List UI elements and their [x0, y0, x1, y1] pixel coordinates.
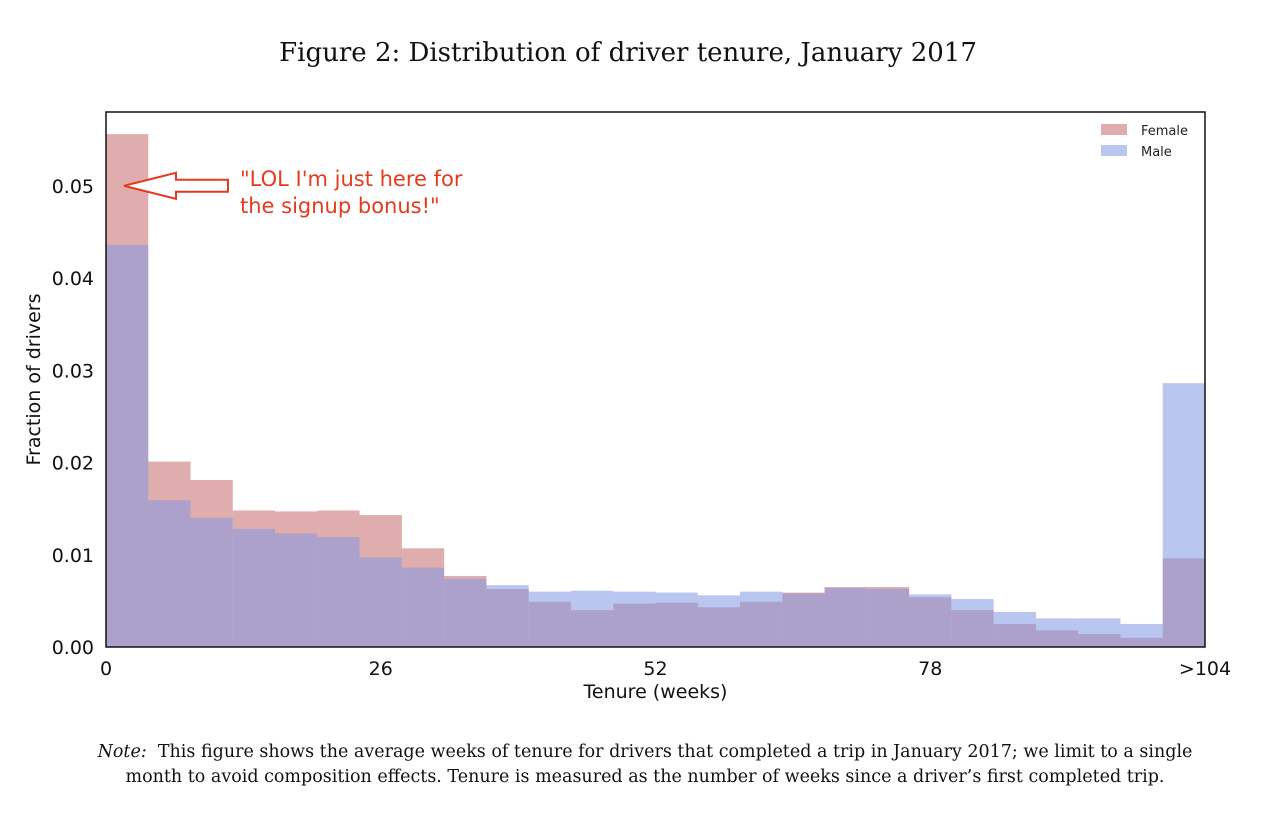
y-tick-label: 0.00 [52, 637, 94, 659]
male-bar-23 [1078, 618, 1121, 647]
male-bar-10 [528, 591, 571, 647]
x-tick-label: >104 [1179, 658, 1231, 680]
legend: Female Male [1101, 124, 1188, 160]
female-legend-label: Female [1141, 124, 1188, 139]
y-axis-label: Fraction of drivers [23, 293, 45, 465]
figure-title: Figure 2: Distribution of driver tenure,… [279, 38, 977, 68]
male-bar-5 [317, 537, 360, 647]
male-bar-16 [782, 593, 825, 647]
male-bar-17 [824, 587, 867, 647]
annotation-arrow [123, 171, 229, 201]
male-bar-3 [232, 528, 276, 647]
figure-note: Note: This figure shows the average week… [40, 740, 1250, 790]
male-bar-2 [190, 517, 233, 647]
male-bar-9 [486, 585, 529, 647]
annotation-text-line2: the signup bonus!" [240, 194, 440, 218]
male-bar-15 [740, 591, 783, 647]
annotation: "LOL I'm just here for the signup bonus!… [123, 167, 463, 218]
male-bar-20 [951, 599, 994, 647]
x-tick-label: 0 [100, 658, 112, 680]
male-bar-11 [570, 590, 614, 647]
female-legend-swatch [1101, 124, 1127, 135]
y-tick-label: 0.01 [52, 545, 94, 567]
male-bar-25 [1162, 383, 1205, 647]
note-line1: This figure shows the average weeks of t… [157, 742, 1193, 762]
male-legend-label: Male [1141, 145, 1172, 160]
male-bar-4 [275, 533, 318, 647]
x-axis-label: Tenure (weeks) [583, 681, 728, 703]
male-bar-6 [359, 557, 402, 647]
male-bar-22 [1035, 618, 1079, 647]
male-bar-21 [993, 611, 1036, 647]
x-tick-label: 78 [918, 658, 942, 680]
y-tick-label: 0.02 [52, 453, 94, 475]
male-bar-24 [1120, 623, 1163, 647]
plot-bars [106, 134, 1205, 648]
plot-frame [105, 111, 1206, 648]
male-bar-8 [444, 578, 487, 647]
x-tick-label: 26 [369, 658, 393, 680]
axes: 0 26 52 78 >104 0.00 0.01 0.02 0.03 0.04 0.05 [52, 176, 1231, 680]
male-bar-19 [909, 594, 952, 647]
male-bar-1 [148, 500, 191, 647]
y-tick-label: 0.05 [52, 176, 94, 198]
male-bar-12 [613, 591, 656, 647]
male-bar-7 [401, 567, 445, 647]
male-bar-0 [106, 244, 149, 648]
y-tick-label: 0.03 [52, 360, 94, 382]
male-legend-swatch [1101, 145, 1127, 156]
male-bar-18 [866, 588, 910, 647]
x-tick-label: 52 [643, 658, 667, 680]
annotation-text-line1: "LOL I'm just here for [240, 167, 463, 191]
male-bar-14 [697, 595, 741, 647]
male-bar-13 [655, 592, 698, 647]
note-line2: month to avoid composition effects. Tenu… [125, 767, 1165, 787]
y-tick-label: 0.04 [52, 268, 94, 290]
note-label: Note: [97, 742, 147, 762]
